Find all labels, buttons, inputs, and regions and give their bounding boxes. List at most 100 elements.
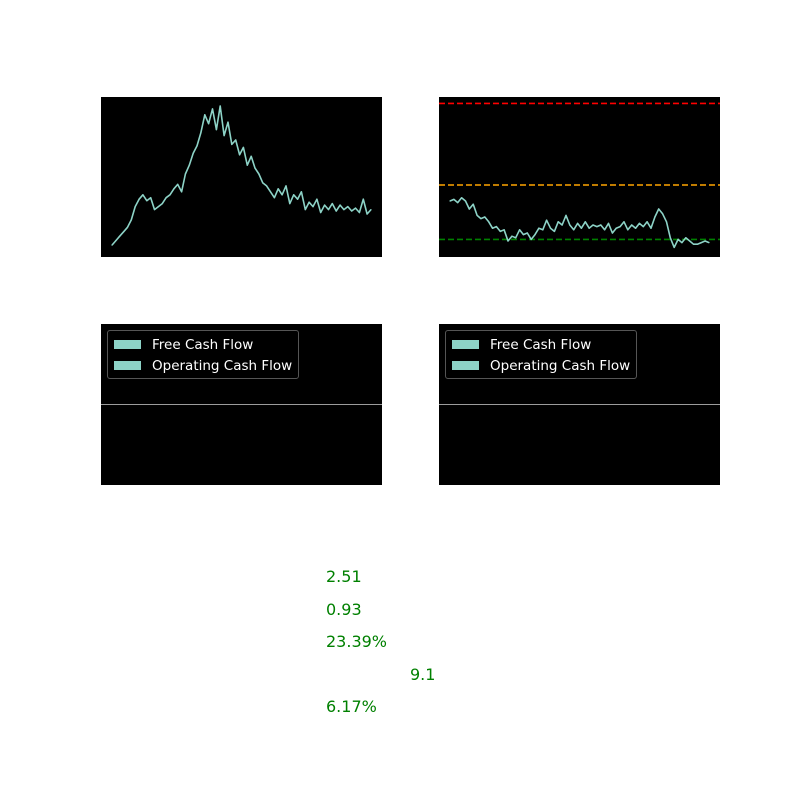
data-point	[177, 183, 179, 185]
metric-value: 2.51	[326, 567, 362, 586]
data-point	[347, 206, 349, 208]
data-point	[362, 198, 364, 200]
legend-entry: Free Cash Flow	[114, 334, 292, 355]
data-point	[231, 143, 233, 146]
data-point	[476, 214, 478, 216]
ratio-chart-panel	[439, 97, 720, 257]
data-point	[115, 240, 117, 242]
data-point	[215, 129, 217, 131]
data-point	[596, 226, 598, 228]
data-point	[242, 146, 245, 148]
data-point	[277, 188, 279, 190]
metric-value: 0.93	[326, 600, 362, 619]
data-point	[704, 240, 706, 242]
data-point	[316, 198, 318, 200]
data-point	[339, 204, 341, 206]
data-point	[580, 227, 583, 229]
data-point	[607, 222, 610, 224]
data-point	[285, 185, 287, 187]
data-point	[146, 200, 148, 202]
data-point	[331, 203, 333, 205]
data-point	[165, 197, 167, 199]
data-point	[654, 216, 656, 218]
data-point	[673, 246, 675, 248]
data-point	[320, 211, 322, 214]
series-line	[111, 105, 372, 246]
data-point	[169, 194, 171, 196]
data-point	[138, 198, 140, 200]
data-point	[700, 242, 702, 244]
data-point	[150, 197, 152, 199]
data-point	[219, 105, 221, 107]
data-point	[696, 243, 699, 245]
data-point	[588, 227, 590, 229]
data-point	[685, 237, 687, 239]
data-point	[223, 134, 225, 137]
data-point	[542, 229, 544, 231]
data-point	[246, 164, 248, 166]
data-point	[611, 232, 613, 234]
data-point	[250, 155, 252, 157]
data-point	[227, 121, 229, 123]
legend: Free Cash Flow Operating Cash Flow	[445, 330, 638, 379]
data-point	[266, 185, 268, 187]
data-point	[549, 227, 552, 229]
metric-value: 9.1	[410, 665, 436, 684]
data-point	[324, 204, 326, 206]
data-point	[370, 208, 372, 211]
data-point	[327, 208, 330, 211]
data-point	[484, 216, 486, 218]
data-point	[511, 235, 513, 237]
data-point	[192, 152, 194, 154]
data-point	[677, 238, 679, 240]
data-point	[262, 182, 264, 184]
data-point	[569, 224, 571, 226]
data-point	[312, 206, 314, 208]
data-point	[304, 208, 306, 211]
data-point	[526, 232, 528, 234]
data-point	[269, 191, 272, 193]
data-point	[460, 197, 463, 199]
data-point	[557, 221, 559, 223]
data-point	[480, 218, 482, 220]
data-point	[522, 234, 525, 236]
legend-swatch-operating-cash-flow	[114, 361, 141, 370]
cash-flow-chart-right	[439, 404, 720, 405]
data-point	[553, 230, 555, 232]
data-point	[289, 203, 291, 205]
data-point	[692, 243, 695, 245]
data-point	[208, 123, 210, 125]
data-point	[488, 221, 490, 223]
data-point	[235, 139, 237, 141]
legend-swatch-free-cash-flow	[452, 340, 479, 349]
legend-entry: Operating Cash Flow	[114, 355, 292, 376]
data-point	[665, 221, 668, 223]
data-point	[584, 221, 586, 223]
metric-value: 23.39%	[326, 632, 388, 651]
data-point	[658, 208, 660, 210]
metric-value: 6.17%	[326, 697, 377, 716]
data-point	[258, 173, 260, 175]
data-point	[669, 237, 671, 239]
data-point	[600, 224, 602, 226]
data-point	[681, 242, 683, 244]
data-point	[472, 203, 474, 205]
data-point	[300, 191, 303, 193]
legend-label-free-cash-flow: Free Cash Flow	[152, 336, 254, 353]
legend-label-operating-cash-flow: Operating Cash Flow	[152, 357, 293, 374]
data-point	[623, 221, 625, 223]
data-point	[153, 208, 156, 211]
data-point	[457, 202, 459, 204]
data-point	[308, 201, 310, 203]
data-point	[708, 242, 710, 244]
data-point	[491, 227, 494, 229]
data-point	[130, 219, 132, 221]
data-point	[561, 224, 563, 226]
data-point	[200, 132, 202, 134]
data-point	[119, 235, 121, 237]
data-point	[142, 194, 144, 196]
data-point	[503, 229, 505, 231]
data-point	[293, 194, 295, 196]
data-point	[634, 227, 637, 229]
data-point	[468, 208, 470, 210]
